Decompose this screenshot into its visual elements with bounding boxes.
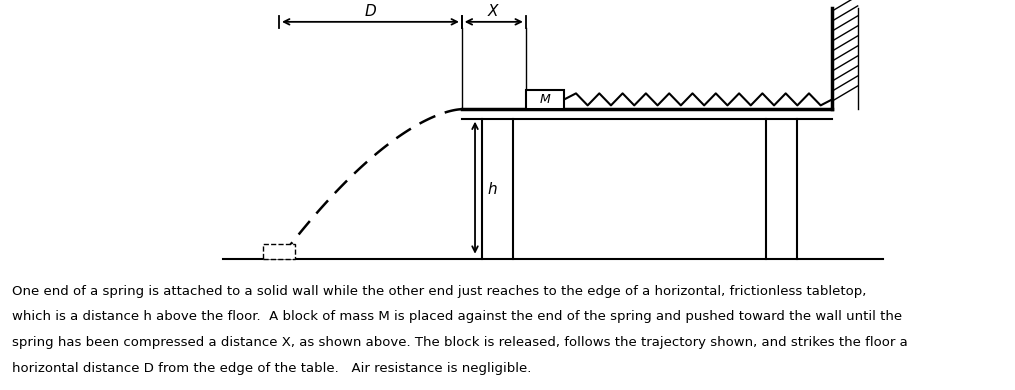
Text: One end of a spring is attached to a solid wall while the other end just reaches: One end of a spring is attached to a sol… [12,285,867,298]
Text: spring has been compressed a distance X, as shown above. The block is released, : spring has been compressed a distance X,… [12,336,908,349]
Text: $h$: $h$ [487,181,497,197]
Text: $D$: $D$ [364,3,377,19]
Text: $X$: $X$ [487,3,500,19]
Bar [526,90,564,109]
Bar [263,244,295,259]
Text: $M$: $M$ [539,93,551,106]
Text: horizontal distance D from the edge of the table.   Air resistance is negligible: horizontal distance D from the edge of t… [12,362,532,375]
Text: which is a distance h above the floor.  A block of mass M is placed against the : which is a distance h above the floor. A… [12,310,902,323]
